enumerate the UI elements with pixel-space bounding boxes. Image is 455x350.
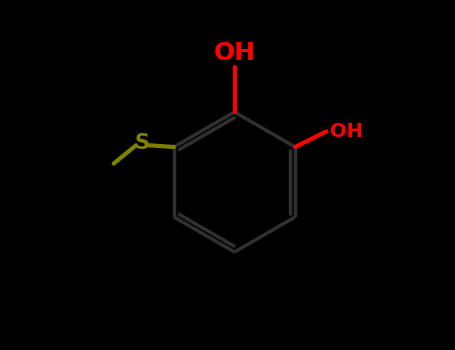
Text: S: S: [135, 133, 150, 154]
Text: OH: OH: [330, 122, 363, 141]
Text: OH: OH: [213, 41, 256, 65]
